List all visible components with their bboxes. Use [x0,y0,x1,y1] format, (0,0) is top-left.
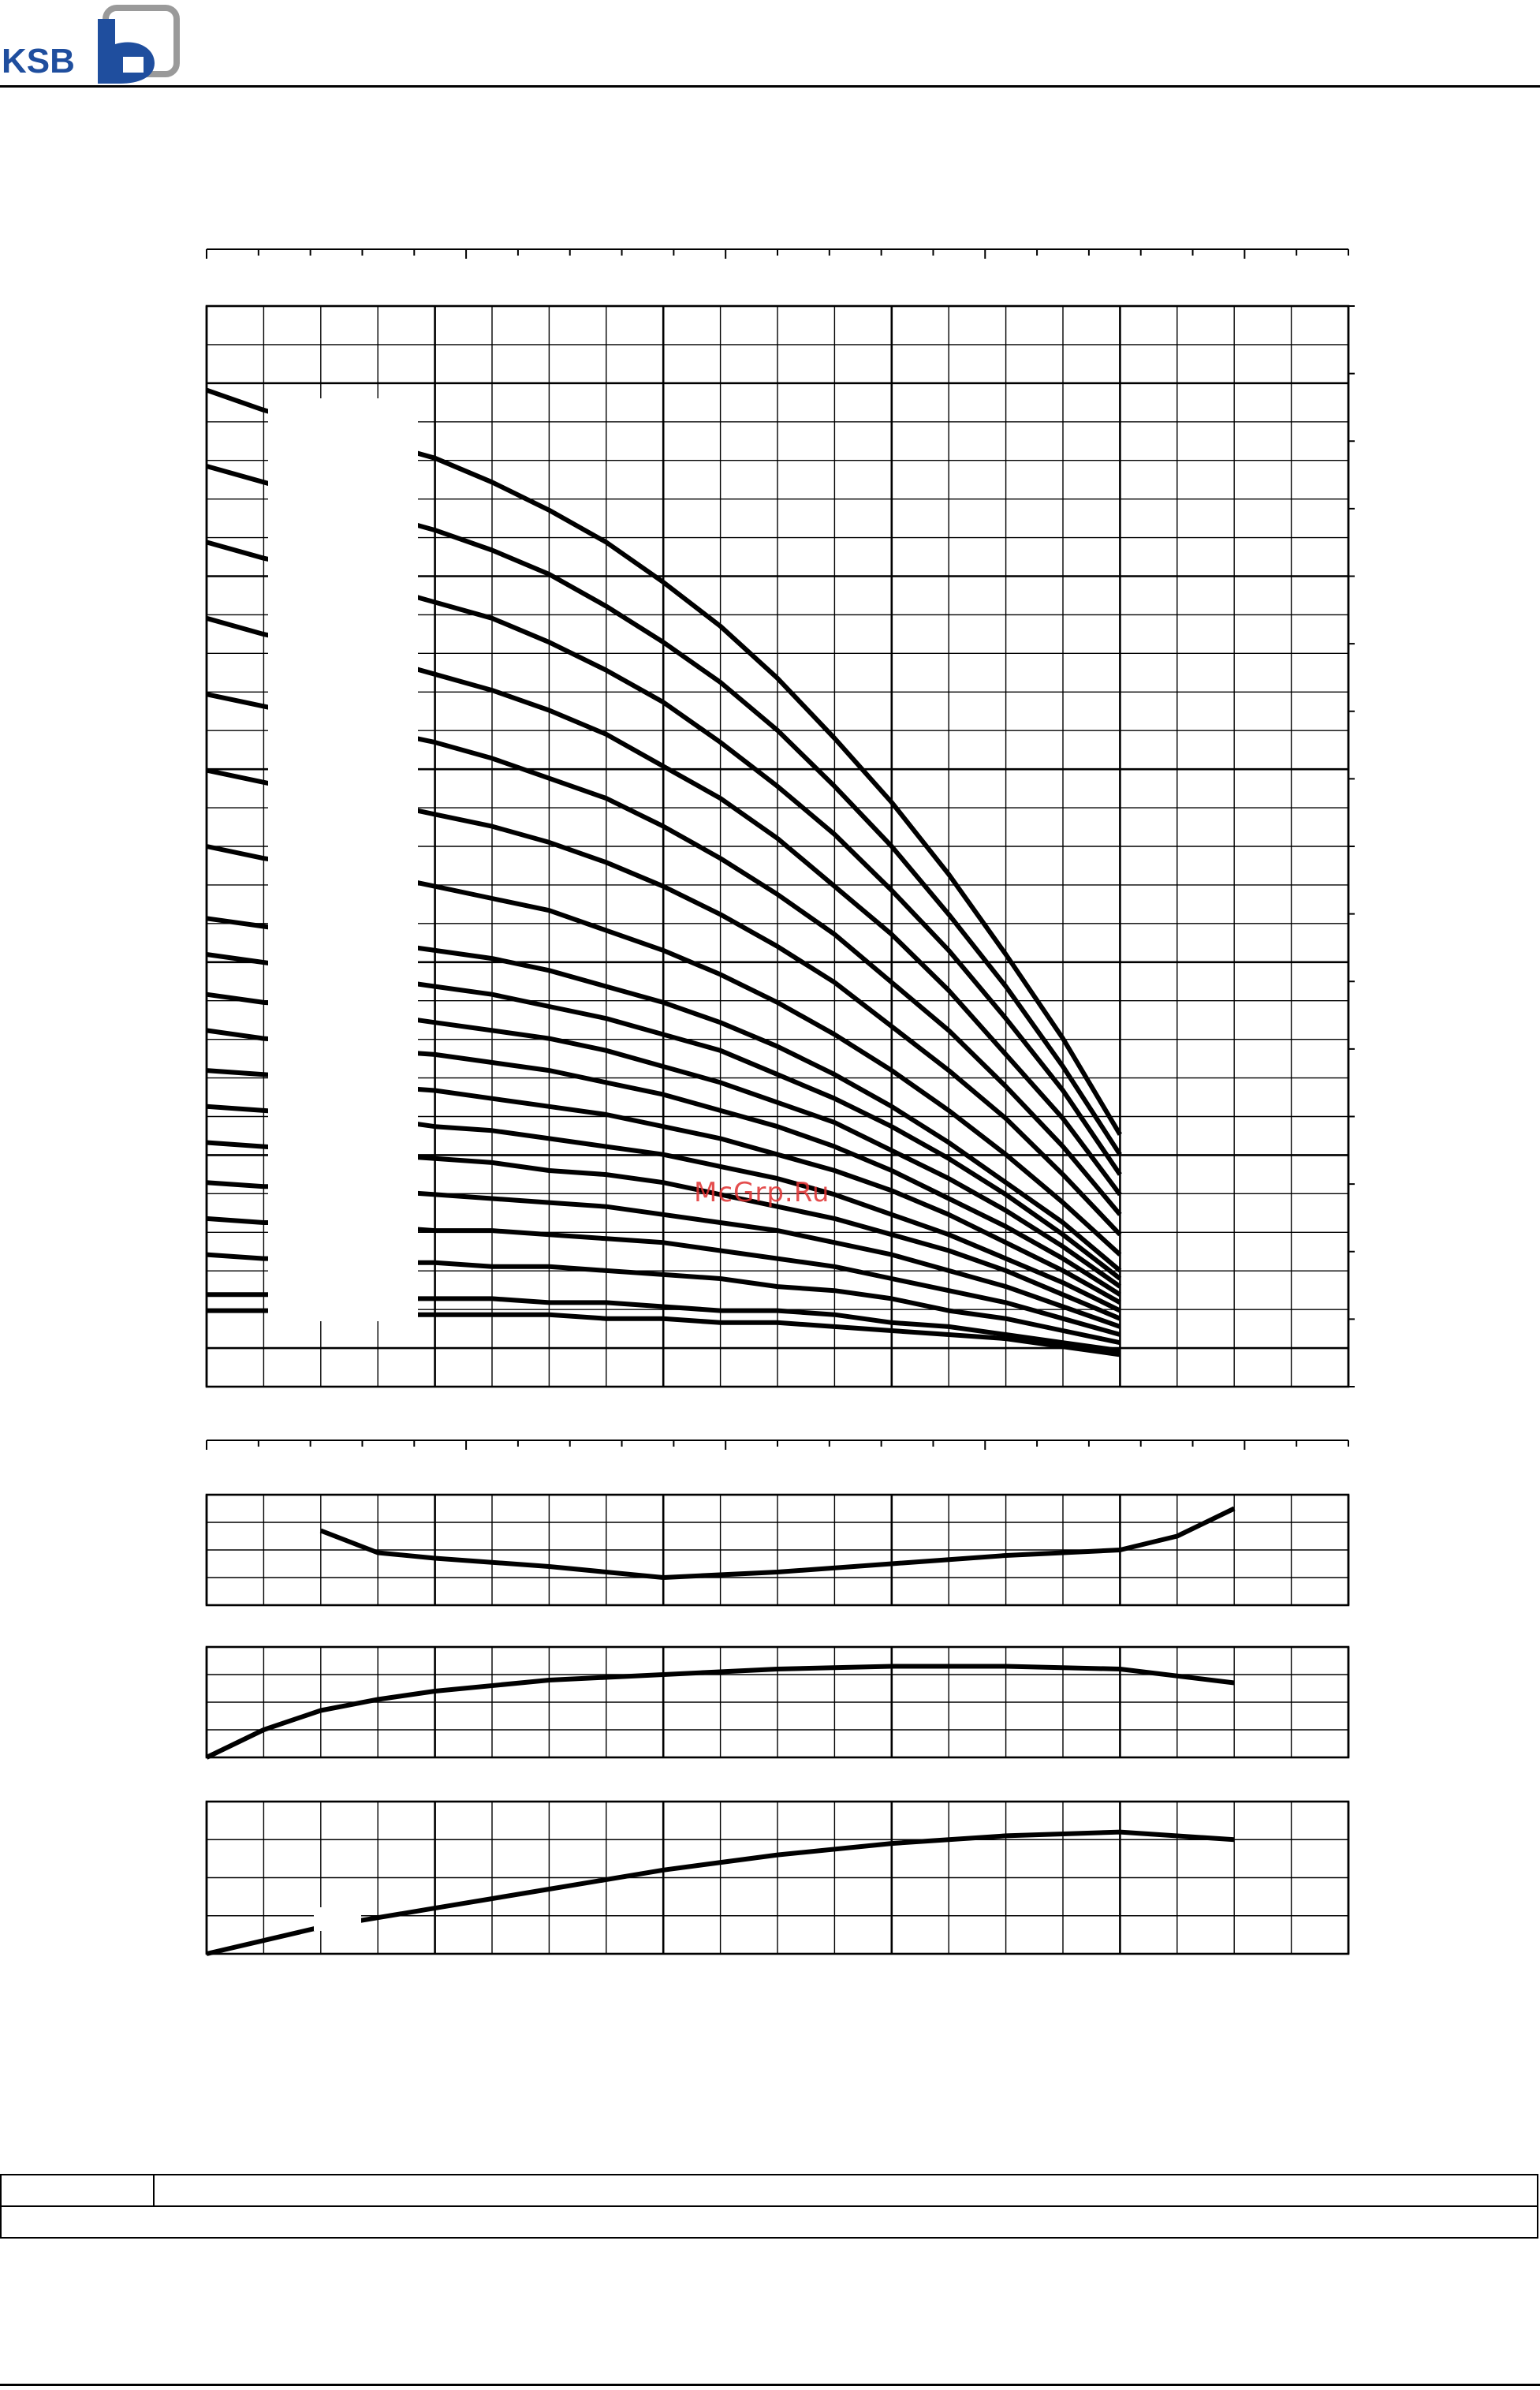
info-table [0,2174,1538,2239]
logo-text: KSB [2,42,75,80]
npsh-frame [205,1493,1350,1607]
info-cell-1 [0,2174,155,2207]
info-cell-3 [0,2205,1538,2239]
power-frame [205,1800,1350,1955]
power-label-gap [314,1907,361,1931]
pump-curve-charts [205,248,1355,1956]
header-rule [0,85,1540,88]
ksb-logo: KSB [2,5,180,84]
watermark: McGrp.Ru [694,1177,830,1208]
efficiency-curve-1 [205,1664,1235,1760]
footer-rule [0,2384,1540,2386]
npsh-curve-1 [319,1506,1236,1580]
info-cell-2 [153,2174,1538,2207]
head-label-gap [268,398,418,1321]
power-curve-1 [206,1829,1235,1956]
efficiency-frame [205,1645,1350,1759]
